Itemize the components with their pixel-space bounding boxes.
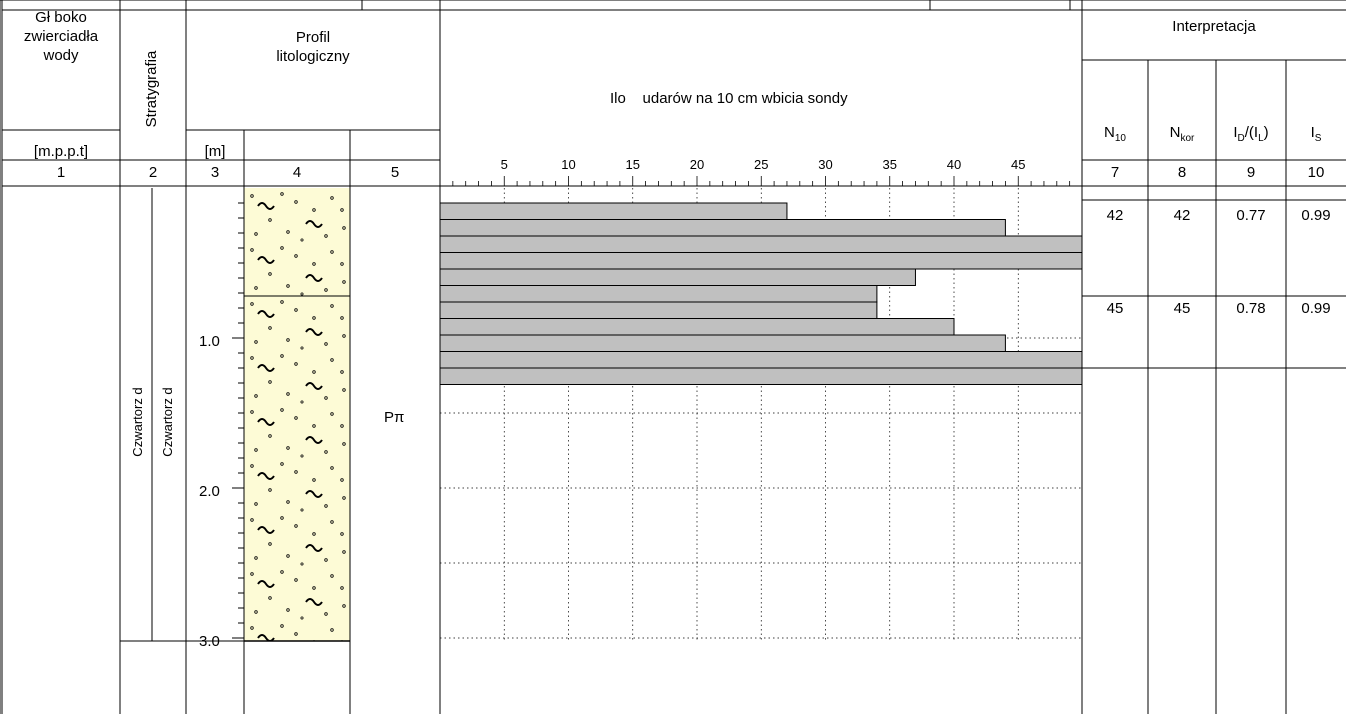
is-header: IS [1310, 124, 1322, 144]
chart-bar [439, 219, 1006, 237]
depth-label-2: 2.0 [199, 483, 220, 500]
nkor-value-2: 45 [1173, 300, 1191, 317]
is-value-2: 0.99 [1301, 300, 1331, 317]
x-tick-label: 5 [500, 157, 508, 172]
chart-bar [439, 351, 1083, 369]
col-number-4: 4 [292, 164, 302, 181]
col-number-8: 8 [1177, 164, 1187, 181]
col-number-2: 2 [148, 164, 158, 181]
col-number-9: 9 [1246, 164, 1256, 181]
chart-bar [439, 252, 1083, 270]
chart-ticks [452, 176, 1071, 186]
n10-value-2: 45 [1106, 300, 1124, 317]
x-tick-label: 10 [561, 157, 576, 172]
profile-header-line1: Profil [295, 29, 331, 46]
is-value-1: 0.99 [1301, 207, 1331, 224]
chart-bar [439, 268, 916, 286]
x-tick-label: 15 [625, 157, 640, 172]
id-value-1: 0.77 [1236, 207, 1266, 224]
chart-grid [440, 188, 1082, 641]
depth-unit: [m] [204, 143, 226, 160]
col-number-10: 10 [1307, 164, 1325, 181]
x-tick-label: 30 [818, 157, 833, 172]
chart-bar [439, 301, 878, 319]
chart-bar [439, 285, 878, 303]
chart-bar [439, 334, 1006, 352]
x-tick-label: 35 [882, 157, 897, 172]
chart-title: Ilo udarów na 10 cm wbicia sondy [610, 90, 848, 107]
nkor-value-1: 42 [1173, 207, 1191, 224]
chart-bar [439, 367, 1083, 385]
n10-header: N10 [1104, 124, 1126, 144]
x-tick-label: 45 [1011, 157, 1026, 172]
x-tick-label: 20 [689, 157, 705, 172]
col-number-1: 1 [56, 164, 66, 181]
profile-header-line2: litologiczny [276, 48, 350, 65]
depth-axis-ticks [232, 202, 244, 639]
x-tick-label: 25 [754, 157, 769, 172]
chart-bar [439, 235, 1083, 253]
chart-bars [439, 202, 1083, 385]
soil-pattern [244, 188, 350, 641]
x-tick-label: 40 [946, 157, 962, 172]
chart-bar [439, 318, 955, 336]
depth-label-1: 1.0 [199, 333, 220, 350]
interpretation-header: Interpretacja [1172, 18, 1256, 35]
id-il-header: ID/(IL) [1233, 124, 1269, 144]
nkor-header: Nkor [1169, 124, 1195, 144]
col1-unit: [m.p.p.t] [33, 143, 89, 160]
col1-header: Gł boko zwierciadła wody [2, 8, 120, 65]
chart-bar [439, 202, 788, 220]
profile-header: Profil litologiczny [186, 28, 440, 66]
col1-header-line3: wody [43, 47, 79, 64]
col1-header-line2: zwierciadła [23, 28, 99, 45]
col-number-3: 3 [210, 164, 220, 181]
id-value-2: 0.78 [1236, 300, 1266, 317]
col-number-5: 5 [390, 164, 400, 181]
n10-value-1: 42 [1106, 207, 1124, 224]
col1-header-line1: Gł boko [35, 9, 87, 26]
col-number-7: 7 [1110, 164, 1120, 181]
soil-symbol: Pπ [384, 409, 405, 426]
